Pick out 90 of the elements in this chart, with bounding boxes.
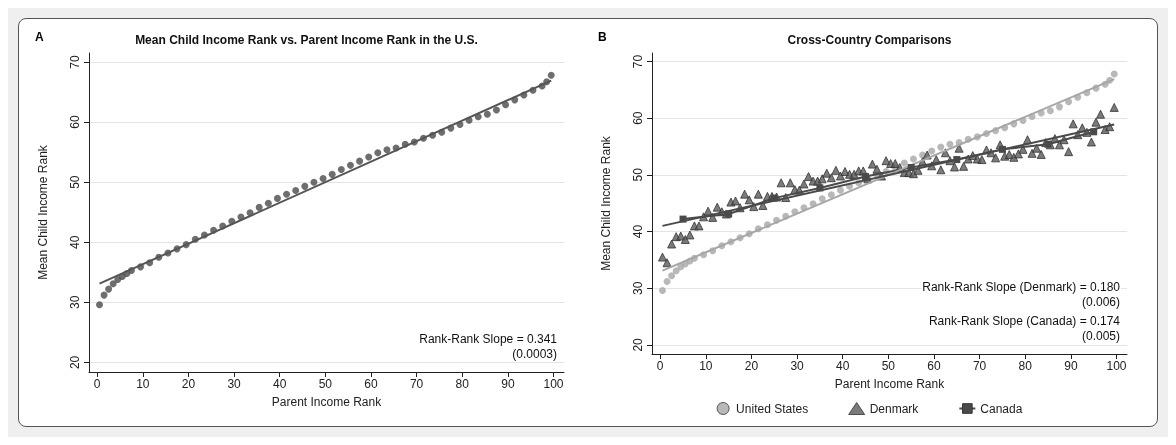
text: B [598, 30, 607, 44]
annotation: Rank-Rank Slope = 0.341 (0.0003) [419, 332, 558, 361]
x-tick-label: 40 [836, 359, 850, 373]
x-tick-label: 40 [273, 377, 287, 391]
x-tick-label: 90 [501, 377, 515, 391]
x-tick-label: 80 [455, 377, 470, 391]
legend-label: Denmark [869, 401, 920, 416]
x-tick-label: 100 [1106, 359, 1127, 373]
point [492, 106, 500, 114]
chart-title: Cross-Country Comparisons [787, 33, 952, 47]
point [337, 166, 345, 174]
point [946, 140, 954, 148]
x-tick-label: 30 [790, 359, 805, 373]
annotation: Rank-Rank Slope (Canada) = 0.174 (0.005) [928, 314, 1121, 343]
y-tick-label: 40 [631, 224, 645, 239]
point [356, 157, 364, 165]
point [105, 285, 113, 293]
point [483, 110, 491, 118]
y-axis-title: Mean Child Income Rank [599, 135, 613, 271]
point [264, 199, 272, 207]
x-tick-label: 0 [93, 377, 101, 391]
y-tick-label: 50 [68, 175, 82, 189]
y-tick-label: 70 [631, 54, 645, 69]
point [672, 267, 680, 275]
x-tick-label: 20 [744, 359, 759, 373]
point [928, 147, 936, 155]
x-tick-label: 70 [972, 359, 987, 373]
point [255, 203, 263, 211]
point [909, 155, 917, 163]
annotation: Rank-Rank Slope (Denmark) = 0.180 (0.006) [922, 280, 1121, 309]
y-tick-label: 30 [631, 281, 645, 295]
x-tick-label: 30 [227, 377, 242, 391]
point [547, 71, 555, 79]
x-tick-label: 100 [543, 377, 564, 391]
point [109, 280, 117, 288]
y-tick-label: 20 [631, 337, 645, 352]
x-tick-label: 20 [181, 377, 196, 391]
point [816, 184, 824, 192]
point [1110, 70, 1118, 78]
point [374, 149, 382, 157]
y-axis-title: Mean Child Income Rank [36, 144, 50, 280]
y-tick-label: 30 [68, 295, 82, 309]
x-tick-label: 0 [656, 359, 664, 373]
y-tick-label: 50 [631, 167, 645, 182]
x-tick-label: 60 [364, 377, 378, 391]
point [292, 187, 300, 195]
point [725, 210, 733, 218]
point [907, 164, 915, 171]
point [900, 159, 908, 167]
x-axis-title: Parent Income Rank [834, 377, 946, 391]
point [953, 156, 961, 164]
point [346, 161, 354, 169]
point [836, 186, 844, 194]
point [937, 143, 945, 151]
y-tick-label: 70 [68, 55, 82, 69]
point [679, 215, 687, 223]
x-axis-title: Parent Income Rank [271, 395, 383, 409]
x-tick-label: 10 [699, 359, 713, 373]
point [319, 175, 327, 183]
point [383, 146, 391, 154]
y-tick-label: 60 [631, 111, 645, 125]
point [663, 277, 671, 285]
x-tick-label: 90 [1064, 359, 1078, 373]
x-tick-label: 50 [318, 377, 333, 391]
point [1090, 128, 1098, 136]
x-tick-label: 70 [409, 377, 424, 391]
y-tick-label: 60 [68, 115, 82, 129]
point [301, 182, 309, 190]
point [818, 195, 826, 203]
point [96, 301, 103, 309]
point [1055, 103, 1063, 111]
legend-label: United States [736, 401, 809, 416]
legend-label: Canada [980, 401, 1023, 416]
point [659, 287, 666, 295]
y-tick-label: 40 [68, 235, 82, 249]
point [273, 194, 281, 202]
point [283, 190, 291, 198]
point [365, 153, 373, 161]
point [668, 272, 676, 280]
point [827, 191, 835, 199]
point [998, 145, 1006, 153]
x-tick-label: 10 [136, 377, 150, 391]
text: A [35, 30, 44, 44]
point [310, 178, 318, 186]
x-tick-label: 60 [927, 359, 941, 373]
x-tick-label: 80 [1018, 359, 1033, 373]
point [328, 170, 336, 178]
x-tick-label: 50 [881, 359, 896, 373]
chart-title: Mean Child Income Rank vs. Parent Income Rank in the U.S. [135, 33, 478, 47]
point [1046, 107, 1054, 115]
